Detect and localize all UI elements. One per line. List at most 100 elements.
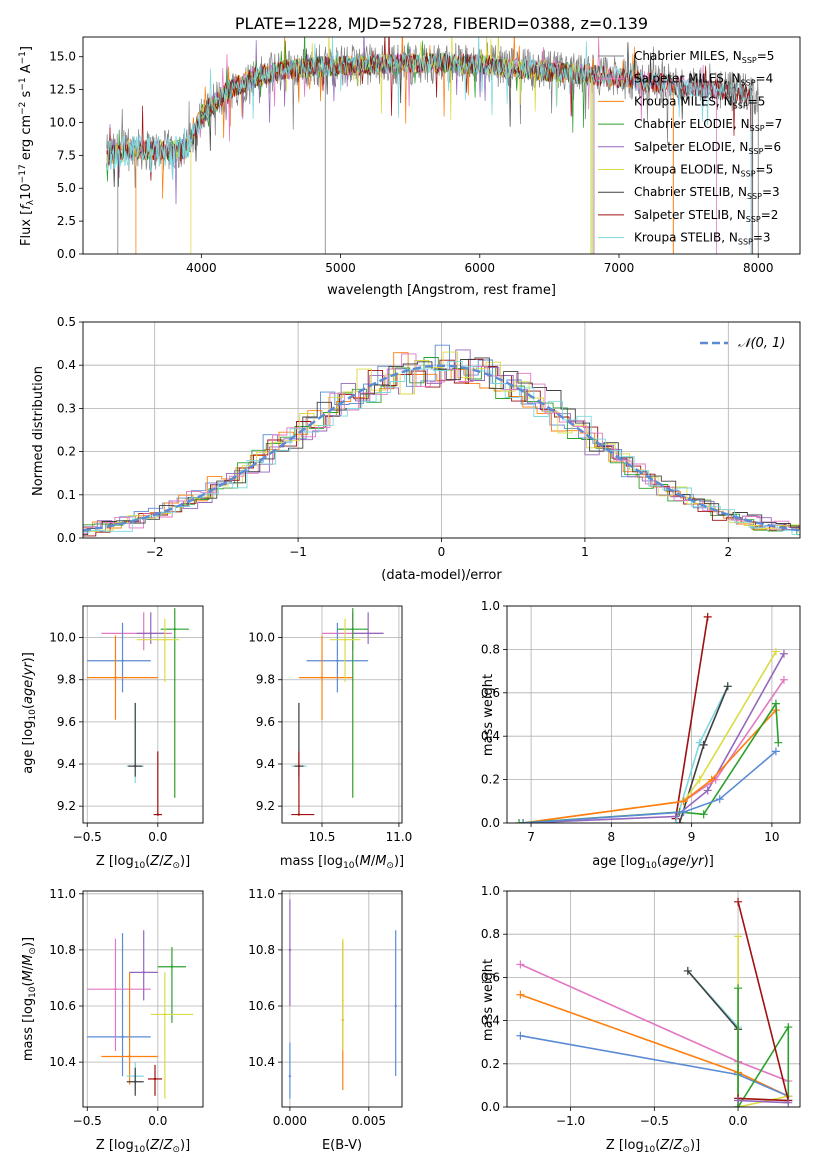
series-marker-6-0 [734,984,743,993]
point-3 [142,971,145,974]
point-7 [134,764,137,768]
ytick-label-4: 10.0 [49,115,76,129]
point-8 [153,1077,157,1081]
series-marker-5-3 [771,647,780,656]
xtick-label-0: 10.5 [309,830,336,844]
xtick-label-3: 10 [764,830,779,844]
series-marker-0-0 [516,960,525,969]
residuals-ylabel: Normed distribution [31,366,46,496]
series-marker-5-0 [734,932,743,941]
point-8 [156,813,160,816]
ytick-label-3: 0.6 [481,686,500,700]
histogram-layer [83,344,800,537]
spectrum-xlabel: wavelength [Angstrom, rest frame] [327,283,556,298]
spectrum-lines [106,37,759,254]
spectrum-frame [82,36,801,255]
massweight-vs-Z-ylabel: mass weight [481,959,496,1041]
spectrum-ylabel: Flux [fλ10−17 erg cm−2 s−1 A−1] [18,46,36,246]
series-marker-7-3 [771,699,780,708]
spectrum-legend: Chabrier MILES, NSSP=5 Salpeter MILES, NS… [598,49,782,247]
series-marker-3-2 [703,786,712,795]
ytick-label-3: 0.6 [481,970,500,984]
series-line-6 [522,709,777,823]
xtick-label-1: 8 [608,830,616,844]
ytick-label-1: 0.2 [481,773,500,787]
series-marker-7-0 [734,897,743,906]
point-0 [288,948,292,952]
age-vs-Z-panel: Z [log10(Z/Z⊙)] age [log10(age/yr)] −0.5… [21,605,204,871]
xtick-label-2: 0.0 [729,1114,748,1128]
xtick-label-4: 2 [724,545,732,559]
ytick-label-2: 9.6 [256,715,275,729]
ytick-label-5: 12.5 [49,83,76,97]
ytick-label-0: 0.0 [57,247,76,261]
ytick-label-2: 10.8 [49,943,76,957]
xtick-label-0: 4000 [186,261,217,275]
series-line-0 [674,616,709,819]
point-4 [351,627,354,631]
ytick-label-0: 0.0 [481,816,500,830]
series-marker-4-0 [683,966,692,975]
series-marker-8-0 [734,1096,743,1105]
massweight-vs-age-xlabel: age [log10(age/yr)] [592,854,714,871]
xtick-label-4: 8000 [743,261,774,275]
point-4 [173,627,176,631]
ytick-label-3: 0.3 [57,401,76,415]
ytick-label-1: 2.5 [57,214,76,228]
age-vs-Z-ylabel: age [log10(age/yr)] [21,652,38,774]
legend-label-7: Salpeter STELIB, NSSP=2 [634,208,778,224]
series-marker-0-1 [703,612,712,621]
errorbar-layer [288,899,397,1099]
series-line-8 [738,1099,789,1104]
ytick-label-1: 10.6 [248,999,275,1013]
point-5 [343,638,347,641]
series-marker-6-2 [707,775,716,784]
ytick-label-0: 9.2 [256,799,275,813]
mass-vs-EBV-xlabel: E(B-V) [322,1138,362,1153]
ytick-label-4: 0.8 [481,927,500,941]
series-marker-6-2 [784,1023,793,1032]
point-4 [170,965,174,968]
legend-label-0: Chabrier MILES, NSSP=5 [634,49,774,65]
ytick-label-2: 0.2 [57,445,76,459]
ytick-label-1: 9.4 [57,757,76,771]
ytick-label-2: 0.4 [481,1014,500,1028]
residuals-frame [82,321,801,539]
series-marker-3-3 [779,649,788,658]
legend-label-2: Kroupa MILES, NSSP=5 [634,94,765,110]
legend-label-8: Kroupa STELIB, NSSP=3 [634,231,771,247]
xtick-label-2: 9 [688,830,696,844]
xtick-label-1: 0.0 [148,1114,167,1128]
gaussian-legend-label: 𝒩(0, 1) [738,336,785,351]
massweight-vs-Z-panel: Z [log10(Z/Z⊙)] mass weight −1.0 −0.5 0.0 0… [481,884,801,1155]
xtick-label-0: −0.5 [73,1114,102,1128]
xtick-label-0: −1.0 [556,1114,585,1128]
massweight-vs-age-panel: age [log10(age/yr)] mass weight 7 8 9 10 0.0… [481,599,801,871]
massweight-vs-age-ylabel: mass weight [481,674,496,756]
line-layer [515,612,788,823]
ytick-label-0: 0.0 [57,531,76,545]
xtick-label-1: 11.0 [386,830,413,844]
series-marker-1-1 [695,738,704,747]
point-2 [320,676,324,679]
ytick-label-1: 0.2 [481,1057,500,1071]
point-4 [394,1004,397,1008]
legend-label-4: Salpeter ELODIE, NSSP=6 [634,140,781,156]
ytick-label-0: 10.4 [49,1055,76,1069]
xtick-label-1: −0.5 [640,1114,669,1128]
xtick-label-0: −2 [146,545,164,559]
ytick-label-1: 9.4 [256,757,275,771]
ytick-label-3: 11.0 [248,887,275,901]
series-marker-2-1 [699,740,708,749]
point-2 [128,1055,131,1058]
point-2 [114,676,117,679]
mass-vs-Z-ylabel: mass [log10(M/M⊙)] [21,937,38,1061]
xtick-label-1: 0.005 [352,1114,386,1128]
xtick-label-3: 7000 [604,261,635,275]
point-1 [121,659,124,662]
age-vs-mass-panel: mass [log10(M/M⊙)] 10.5 11.0 9.2 9.4 9.6 9.8 1… [248,605,413,871]
age-vs-mass-xlabel: mass [log10(M/M⊙)] [280,854,404,871]
ytick-label-1: 0.1 [57,488,76,502]
series-marker-8-1 [679,808,688,817]
